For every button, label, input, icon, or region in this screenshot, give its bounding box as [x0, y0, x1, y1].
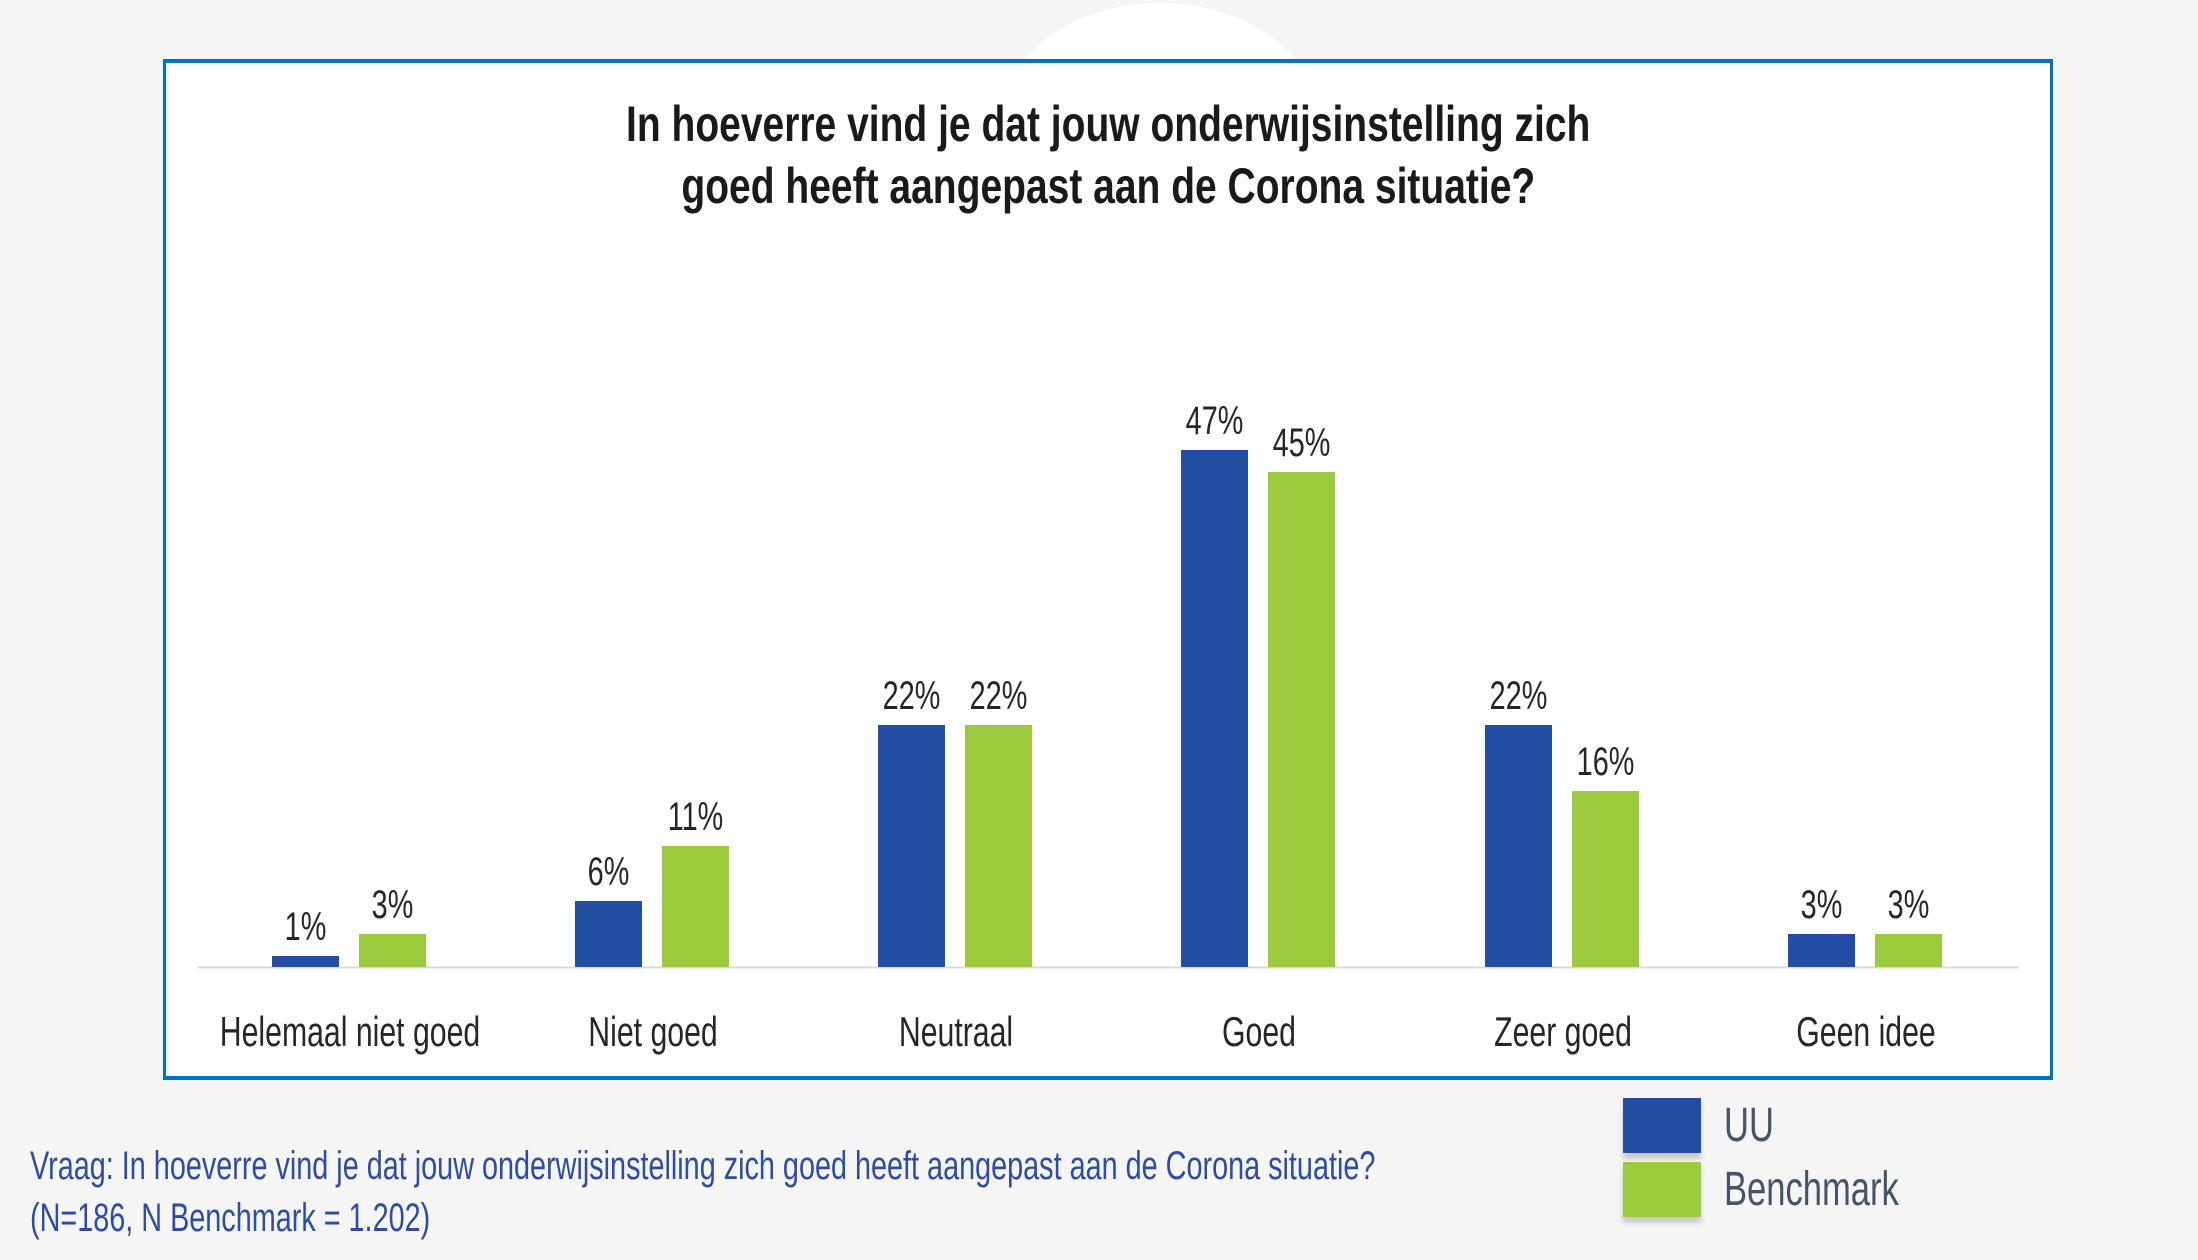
bar-benchmark-1	[662, 846, 729, 967]
category-label: Geen idee	[1796, 1008, 1935, 1055]
bar-benchmark-5	[1875, 934, 1942, 967]
data-label-uu-1: 6%	[588, 849, 630, 894]
data-label-uu-3: 47%	[1186, 398, 1244, 443]
legend-swatch-uu	[1623, 1098, 1701, 1153]
chart-title-line-2: goed heeft aangepast aan de Corona situa…	[681, 158, 1535, 214]
bar-benchmark-2	[965, 725, 1032, 967]
bar-benchmark-4	[1572, 791, 1639, 967]
category-label: Niet goed	[588, 1008, 717, 1055]
bar-uu-1	[575, 901, 642, 967]
category-label: Neutraal	[899, 1008, 1013, 1055]
data-label-uu-2: 22%	[883, 673, 941, 718]
data-label-benchmark-3: 45%	[1273, 420, 1331, 465]
footer-question: Vraag: In hoeverre vind je dat jouw onde…	[30, 1144, 1376, 1188]
category-label: Helemaal niet goed	[220, 1008, 480, 1055]
bar-uu-3	[1181, 450, 1248, 967]
legend-swatch-benchmark	[1623, 1162, 1701, 1217]
data-label-benchmark-2: 22%	[970, 673, 1028, 718]
legend-label-benchmark: Benchmark	[1724, 1163, 1899, 1216]
data-label-benchmark-4: 16%	[1577, 739, 1635, 784]
bar-uu-5	[1788, 934, 1855, 967]
data-label-benchmark-1: 11%	[668, 794, 723, 839]
bar-benchmark-3	[1268, 472, 1335, 967]
data-label-uu-5: 3%	[1801, 882, 1843, 927]
category-label: Zeer goed	[1494, 1008, 1632, 1055]
bar-uu-4	[1485, 725, 1552, 967]
data-label-uu-0: 1%	[285, 904, 327, 949]
data-label-benchmark-0: 3%	[372, 882, 414, 927]
footer-note: Vraag: In hoeverre vind je dat jouw onde…	[30, 1140, 1375, 1244]
legend-label-uu: UU	[1724, 1099, 1774, 1152]
bar-uu-0	[272, 956, 339, 967]
footer-sample-size: (N=186, N Benchmark = 1.202)	[30, 1196, 431, 1240]
chart-frame: In hoeverre vind je dat jouw onderwijsin…	[163, 59, 2053, 1080]
chart-title: In hoeverre vind je dat jouw onderwijsin…	[166, 93, 2050, 217]
category-label: Goed	[1222, 1008, 1296, 1055]
bar-uu-2	[878, 725, 945, 967]
data-label-benchmark-5: 3%	[1888, 882, 1930, 927]
chart-title-line-1: In hoeverre vind je dat jouw onderwijsin…	[625, 96, 1591, 152]
bar-benchmark-0	[359, 934, 426, 967]
data-label-uu-4: 22%	[1490, 673, 1548, 718]
